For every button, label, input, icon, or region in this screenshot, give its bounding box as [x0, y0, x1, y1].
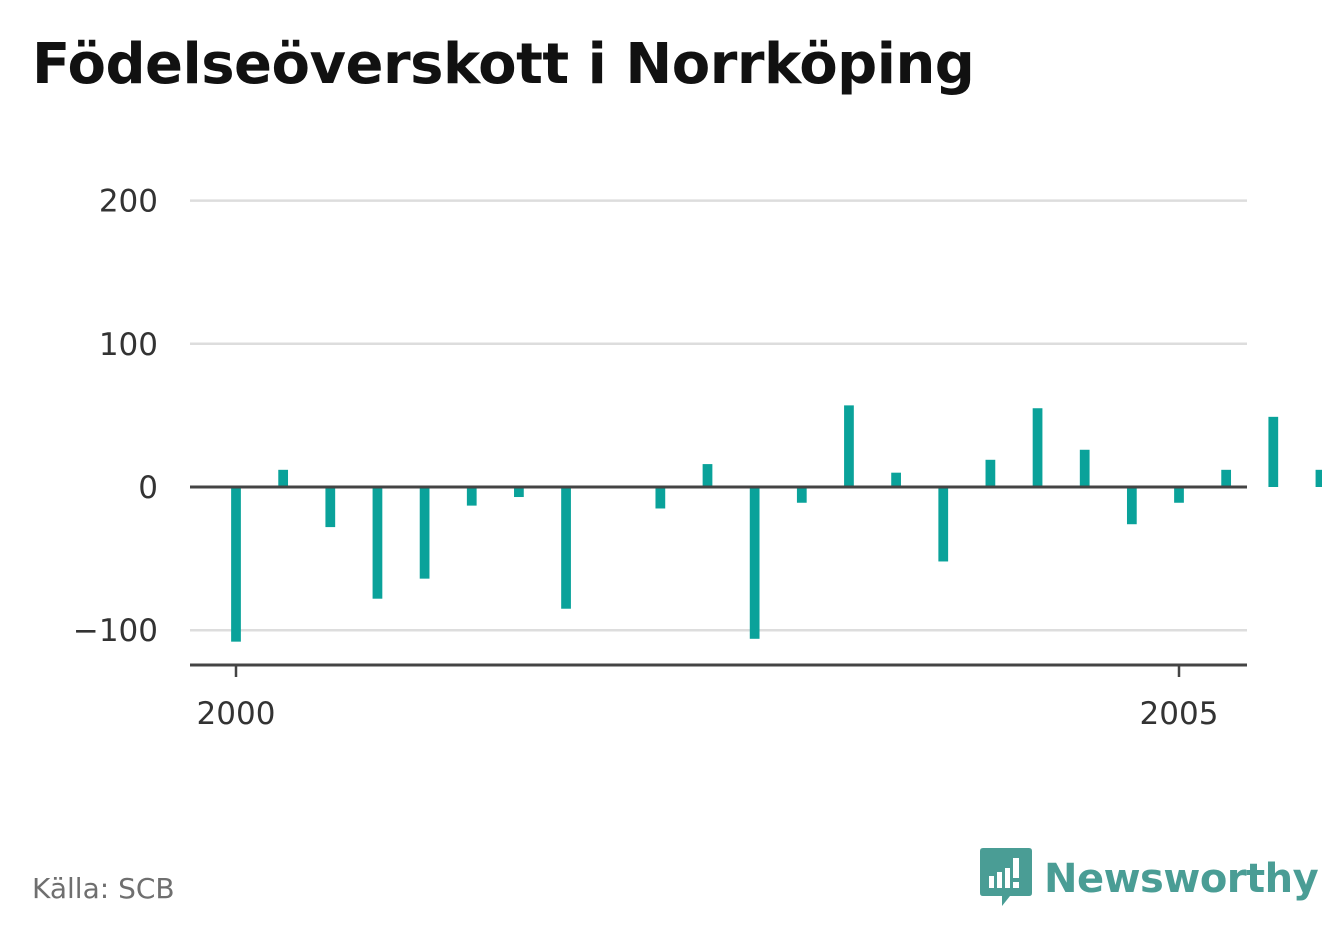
bar — [1032, 408, 1043, 487]
bar — [466, 487, 477, 506]
bars — [231, 405, 1322, 642]
bar — [231, 487, 241, 642]
bar — [561, 487, 571, 609]
axes — [190, 485, 1247, 677]
bar — [419, 487, 430, 579]
x-tick-label: 2005 — [1140, 696, 1219, 732]
bar — [1268, 416, 1279, 487]
bar — [1315, 469, 1322, 487]
newsworthy-logo-icon — [980, 848, 1032, 906]
bar — [1174, 487, 1184, 503]
bar — [796, 487, 807, 503]
y-tick-label: 100 — [99, 327, 158, 363]
bar — [514, 487, 524, 498]
bar — [702, 464, 713, 487]
bar — [891, 472, 901, 487]
bar — [278, 469, 289, 487]
brand-name: Newsworthy — [1044, 856, 1319, 902]
bar — [1126, 487, 1137, 525]
bar — [749, 487, 760, 639]
x-tick-label: 2000 — [197, 696, 276, 732]
y-tick-label: 200 — [99, 184, 158, 220]
bar — [325, 487, 336, 528]
y-tick-label: −100 — [73, 613, 158, 649]
bar — [985, 459, 996, 487]
bar — [844, 405, 854, 487]
bar — [1079, 449, 1090, 487]
bar — [655, 487, 666, 509]
source-note: Källa: SCB — [32, 872, 175, 905]
gridlines — [190, 199, 1247, 632]
bar — [372, 487, 383, 599]
page-title: Födelseöverskott i Norrköping — [32, 32, 975, 97]
brand: Newsworthy — [980, 848, 1319, 910]
bar — [1221, 469, 1232, 487]
bar — [938, 487, 949, 562]
y-tick-label: 0 — [138, 470, 158, 506]
